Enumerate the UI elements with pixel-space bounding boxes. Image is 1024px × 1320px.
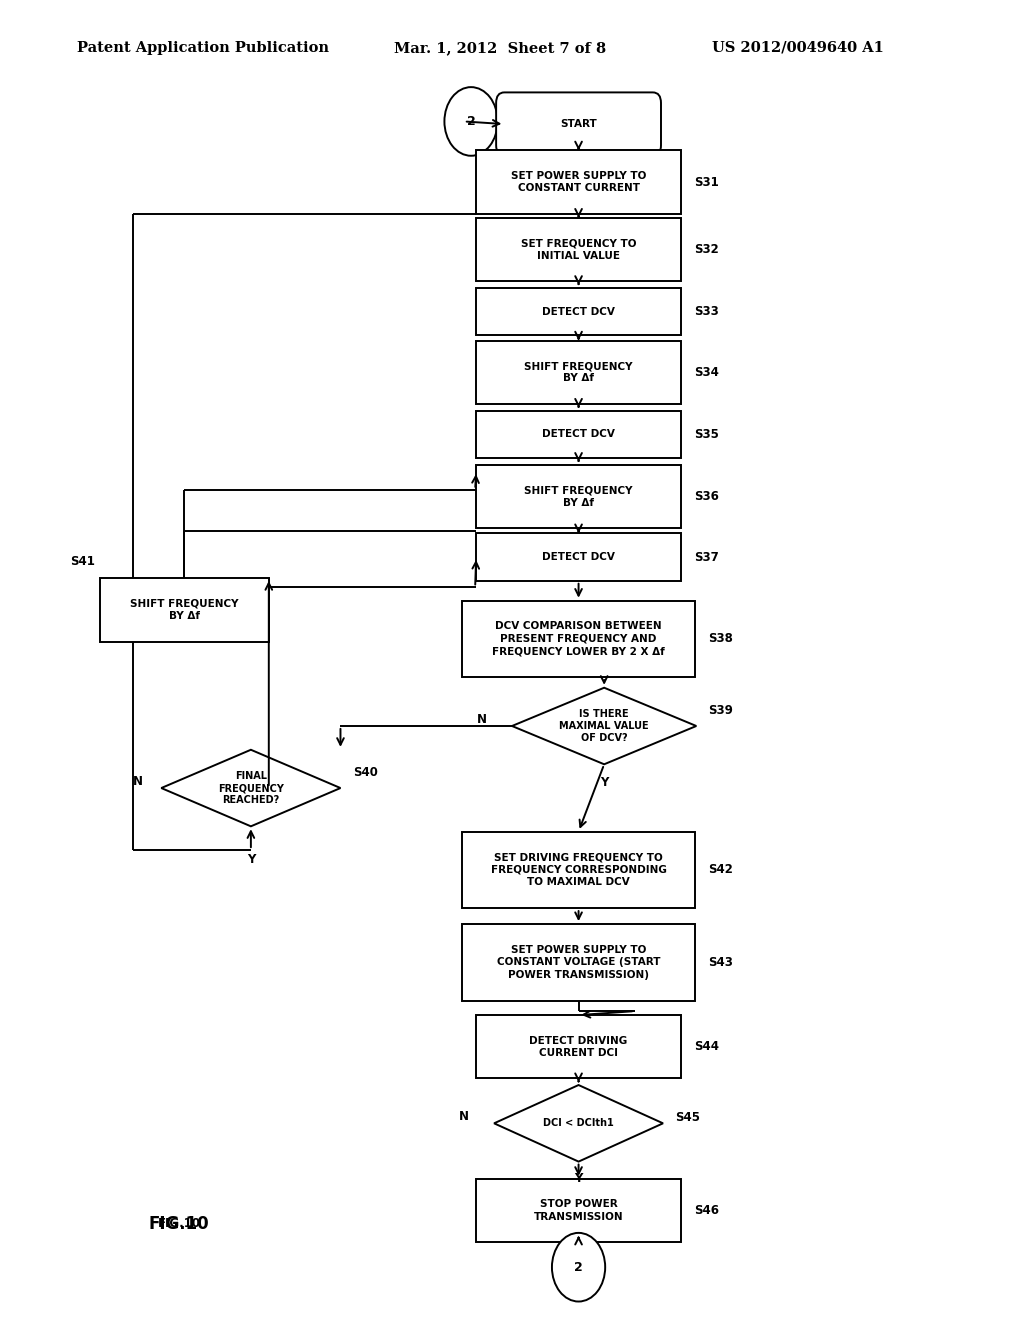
Text: SHIFT FREQUENCY
BY Δf: SHIFT FREQUENCY BY Δf xyxy=(524,362,633,383)
Text: 2: 2 xyxy=(467,115,475,128)
Bar xyxy=(476,218,681,281)
Bar xyxy=(476,411,681,458)
Text: FINAL
FREQUENCY
REACHED?: FINAL FREQUENCY REACHED? xyxy=(218,771,284,805)
Bar xyxy=(462,601,695,677)
Text: DETECT DCV: DETECT DCV xyxy=(542,429,615,440)
Bar xyxy=(476,150,681,214)
Bar xyxy=(99,578,268,642)
Text: S45: S45 xyxy=(676,1111,700,1125)
Text: S40: S40 xyxy=(352,766,378,779)
Polygon shape xyxy=(494,1085,664,1162)
Text: S33: S33 xyxy=(694,305,719,318)
Text: S32: S32 xyxy=(694,243,719,256)
Text: Y: Y xyxy=(247,853,255,866)
Circle shape xyxy=(552,1233,605,1302)
Text: FIG.10: FIG.10 xyxy=(148,1214,210,1233)
Text: US 2012/0049640 A1: US 2012/0049640 A1 xyxy=(712,41,884,55)
Text: S36: S36 xyxy=(694,490,719,503)
Text: S42: S42 xyxy=(709,863,733,876)
Text: STOP POWER
TRANSMISSION: STOP POWER TRANSMISSION xyxy=(534,1200,624,1221)
Polygon shape xyxy=(512,688,696,764)
Text: S35: S35 xyxy=(694,428,719,441)
Bar xyxy=(476,1179,681,1242)
Text: START: START xyxy=(560,119,597,129)
Text: Y: Y xyxy=(574,1172,583,1185)
Text: SET POWER SUPPLY TO
CONSTANT CURRENT: SET POWER SUPPLY TO CONSTANT CURRENT xyxy=(511,172,646,193)
FancyBboxPatch shape xyxy=(496,92,662,156)
Bar xyxy=(476,465,681,528)
Bar xyxy=(476,341,681,404)
Text: DCV COMPARISON BETWEEN
PRESENT FREQUENCY AND
FREQUENCY LOWER BY 2 X Δf: DCV COMPARISON BETWEEN PRESENT FREQUENCY… xyxy=(493,622,665,656)
Bar xyxy=(476,533,681,581)
Text: S44: S44 xyxy=(694,1040,719,1053)
Text: S43: S43 xyxy=(709,956,733,969)
Text: N: N xyxy=(133,775,143,788)
Text: SET DRIVING FREQUENCY TO
FREQUENCY CORRESPONDING
TO MAXIMAL DCV: SET DRIVING FREQUENCY TO FREQUENCY CORRE… xyxy=(490,853,667,887)
Text: S34: S34 xyxy=(694,366,719,379)
Text: Mar. 1, 2012  Sheet 7 of 8: Mar. 1, 2012 Sheet 7 of 8 xyxy=(394,41,606,55)
Text: S39: S39 xyxy=(709,704,733,717)
Text: DCI < DCIth1: DCI < DCIth1 xyxy=(543,1118,614,1129)
Text: DETECT DCV: DETECT DCV xyxy=(542,306,615,317)
Bar xyxy=(476,1015,681,1078)
Text: N: N xyxy=(476,713,486,726)
Text: SET POWER SUPPLY TO
CONSTANT VOLTAGE (START
POWER TRANSMISSION): SET POWER SUPPLY TO CONSTANT VOLTAGE (ST… xyxy=(497,945,660,979)
Text: Y: Y xyxy=(600,776,608,789)
Text: S31: S31 xyxy=(694,176,719,189)
Text: S38: S38 xyxy=(709,632,733,645)
Text: S41: S41 xyxy=(70,554,94,568)
Circle shape xyxy=(444,87,498,156)
Text: SHIFT FREQUENCY
BY Δf: SHIFT FREQUENCY BY Δf xyxy=(130,599,239,620)
Text: S46: S46 xyxy=(694,1204,719,1217)
Text: N: N xyxy=(459,1110,468,1123)
Bar xyxy=(462,924,695,1001)
Text: 2: 2 xyxy=(574,1261,583,1274)
Text: DETECT DCV: DETECT DCV xyxy=(542,552,615,562)
Polygon shape xyxy=(162,750,340,826)
Bar xyxy=(462,832,695,908)
Text: DETECT DRIVING
CURRENT DCI: DETECT DRIVING CURRENT DCI xyxy=(529,1036,628,1057)
Text: S37: S37 xyxy=(694,550,719,564)
Text: FIG.10: FIG.10 xyxy=(158,1217,201,1230)
Bar xyxy=(476,288,681,335)
Text: Patent Application Publication: Patent Application Publication xyxy=(77,41,329,55)
Text: IS THERE
MAXIMAL VALUE
OF DCV?: IS THERE MAXIMAL VALUE OF DCV? xyxy=(559,709,649,743)
Text: SHIFT FREQUENCY
BY Δf: SHIFT FREQUENCY BY Δf xyxy=(524,486,633,507)
Text: SET FREQUENCY TO
INITIAL VALUE: SET FREQUENCY TO INITIAL VALUE xyxy=(521,239,636,260)
